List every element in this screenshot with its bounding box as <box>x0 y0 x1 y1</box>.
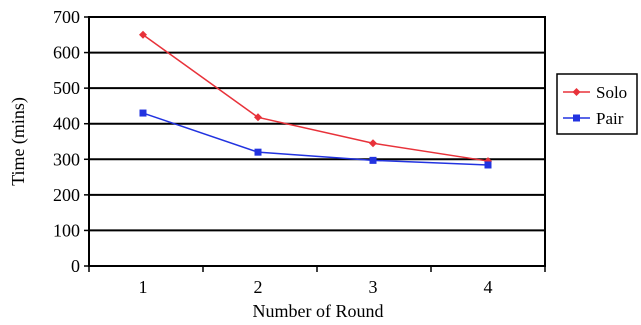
data-point-solo <box>139 30 147 39</box>
series-lines <box>139 30 492 169</box>
y-tick-label: 0 <box>71 256 80 276</box>
x-axis-ticks: 1 2 3 4 <box>88 266 546 297</box>
data-point-pair <box>484 161 492 169</box>
y-tick-label: 600 <box>53 43 80 63</box>
grid-lines <box>89 51 545 232</box>
data-point-solo <box>254 113 262 122</box>
y-tick-label: 300 <box>53 149 80 169</box>
legend: Solo Pair <box>556 73 638 135</box>
y-tick-label: 500 <box>53 78 80 98</box>
x-tick-label: 1 <box>139 277 148 297</box>
legend-marker <box>572 88 581 96</box>
x-tick-label: 4 <box>484 277 493 297</box>
data-point-solo <box>369 139 377 148</box>
x-tick-label: 2 <box>254 277 263 297</box>
y-tick-label: 100 <box>53 220 80 240</box>
y-tick-label: 200 <box>53 185 80 205</box>
series-line-pair <box>142 112 489 166</box>
plot-area <box>88 16 546 267</box>
y-tick-label: 700 <box>53 7 80 27</box>
data-point-pair <box>254 148 262 156</box>
legend-box <box>556 73 638 135</box>
y-tick-label: 400 <box>53 114 80 134</box>
legend-item-pair: Pair <box>563 109 624 128</box>
legend-item-solo: Solo <box>563 83 627 102</box>
x-tick-label: 3 <box>369 277 378 297</box>
x-axis-title: Number of Round <box>253 301 384 321</box>
y-axis-ticks: 0 100 200 300 400 500 600 700 <box>53 7 89 276</box>
data-point-pair <box>139 109 147 117</box>
series-line-solo <box>142 34 489 162</box>
data-point-pair <box>369 156 377 164</box>
legend-marker <box>573 114 580 122</box>
y-axis-title: Time (mins) <box>8 97 29 186</box>
legend-label: Pair <box>596 109 624 128</box>
legend-label: Solo <box>596 83 627 102</box>
